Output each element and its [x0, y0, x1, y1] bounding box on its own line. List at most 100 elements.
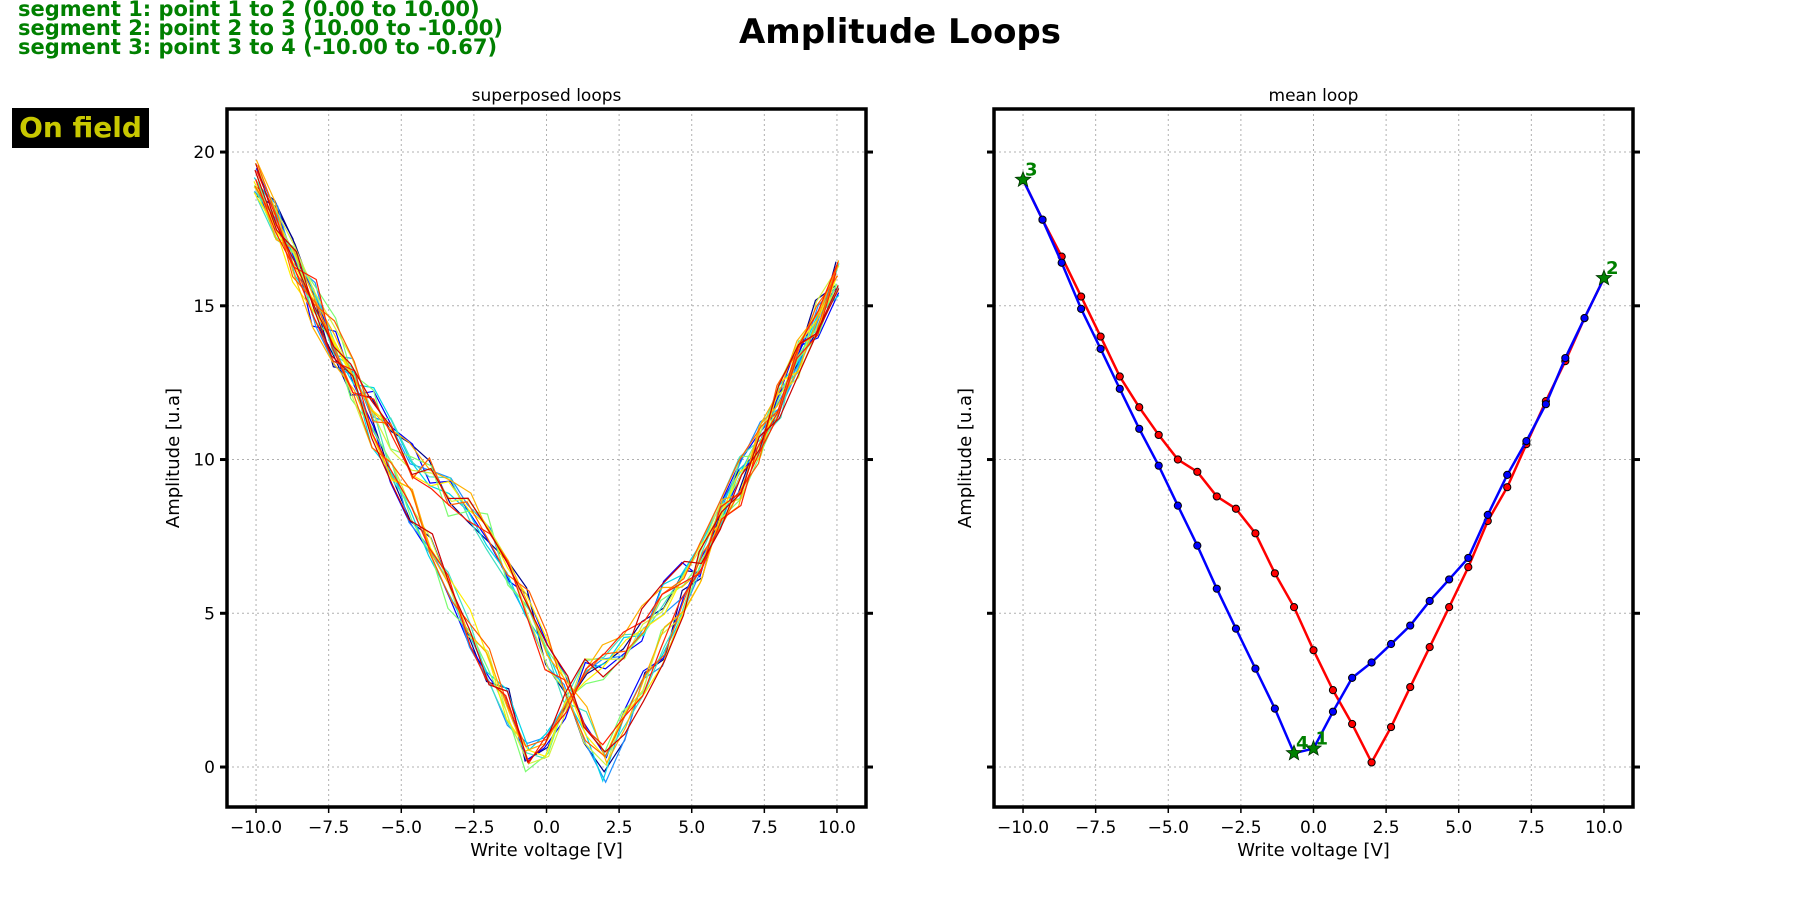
x-tick-label: 2.5 [1373, 818, 1400, 838]
segment-info: segment 1: point 1 to 2 (0.00 to 10.00) … [18, 0, 503, 59]
data-point [1445, 575, 1454, 584]
segment-2-text: segment 2: point 2 to 3 (10.00 to -10.00… [18, 16, 503, 40]
y-axis-label: Amplitude [u.a] [955, 388, 976, 528]
data-point [1367, 658, 1376, 667]
x-tick-label: 10.0 [818, 818, 856, 838]
data-point [1173, 501, 1182, 510]
loop-2-reverse [254, 186, 837, 762]
loop-12-reverse [254, 169, 839, 764]
data-point [1077, 304, 1086, 313]
point-marker-star [1595, 268, 1613, 286]
chart-panel-2: −10.0 −7.5 −5.0 −2.5 0.0 2.5 5.0 7.5 10.0 Write v… [955, 86, 1640, 861]
data-point [1309, 646, 1318, 655]
x-tick-label: −10.0 [997, 818, 1049, 838]
loop-10-forward [254, 185, 839, 758]
plot-area [253, 159, 840, 784]
x-axis-label: Write voltage [V] [470, 840, 623, 861]
data-point [1503, 470, 1512, 480]
loop-6-reverse [256, 176, 838, 773]
on-field-badge: On field [12, 108, 149, 148]
loop-12-forward [255, 163, 840, 753]
x-tick-label: 5.0 [678, 818, 705, 838]
data-point [1212, 584, 1221, 593]
data-point [1445, 603, 1454, 612]
data-point [1038, 215, 1047, 224]
data-point [1231, 624, 1241, 633]
data-point [1406, 621, 1415, 630]
data-point [1270, 569, 1279, 578]
point-marker-star [1014, 170, 1032, 188]
data-point [1464, 563, 1473, 572]
point-marker-label: 1 [1316, 729, 1329, 750]
point-marker-star [1285, 744, 1303, 761]
point-marker-label: 3 [1025, 160, 1038, 181]
data-point [1425, 596, 1434, 606]
segment-3-text: segment 3: point 3 to 4 (-10.00 to -0.67… [18, 35, 498, 59]
y-tick-label: 5 [204, 604, 215, 624]
data-point [1367, 758, 1376, 767]
data-point [1328, 707, 1338, 716]
data-point [1289, 603, 1299, 612]
data-point [1212, 492, 1221, 501]
figure-title: Amplitude Loops [738, 12, 1062, 52]
plot-frame [992, 107, 1635, 809]
x-tick-label: 0.0 [1300, 818, 1327, 838]
data-point [1503, 483, 1512, 492]
y-axis-label: Amplitude [u.a] [163, 388, 184, 528]
data-point [1096, 344, 1105, 353]
data-point [1328, 686, 1338, 695]
data-point [1154, 430, 1163, 440]
x-tick-label: −5.0 [1148, 818, 1189, 838]
data-point [1251, 529, 1260, 538]
x-axis-label: Write voltage [V] [1237, 840, 1390, 861]
plot-frame [225, 107, 868, 809]
x-tick-label: 5.0 [1445, 818, 1472, 838]
data-point [1115, 372, 1124, 381]
x-tick-label: 7.5 [751, 818, 778, 838]
data-point [1406, 682, 1415, 692]
panel-title: superposed loops [472, 86, 622, 106]
y-tick-label: 10 [193, 451, 215, 471]
x-tick-label: −2.5 [1220, 818, 1261, 838]
data-point [1464, 553, 1473, 563]
point-marker-label: 2 [1606, 258, 1619, 279]
data-point [1193, 467, 1202, 476]
x-tick-label: 2.5 [606, 818, 633, 838]
x-tick-label: −2.5 [453, 818, 494, 838]
y-tick-label: 0 [204, 758, 215, 778]
data-point [1386, 722, 1396, 732]
x-tick-label: −5.0 [381, 818, 422, 838]
data-point [1251, 664, 1260, 673]
loop-11-forward [255, 179, 839, 746]
data-point [1348, 719, 1357, 729]
y-tick-label: 15 [193, 297, 215, 317]
loop-4-reverse [253, 177, 840, 751]
x-tick-label: 0.0 [533, 818, 560, 838]
data-point [1154, 461, 1163, 470]
data-point [1483, 510, 1492, 519]
data-point [1386, 639, 1396, 649]
data-point [1135, 403, 1144, 412]
point-marker-star [1304, 739, 1323, 756]
chart-panel-1: −10.0 −7.5 −5.0 −2.5 0.0 2.5 5.0 7.5 10.0 0 5 10 15 2… [163, 86, 873, 861]
data-point [1135, 424, 1144, 433]
data-point [1425, 643, 1434, 652]
data-point [1193, 541, 1202, 550]
data-point [1057, 258, 1066, 267]
x-tick-label: −7.5 [1075, 818, 1116, 838]
x-tick-label: −7.5 [308, 818, 349, 838]
x-tick-label: −10.0 [230, 818, 282, 838]
data-point [1096, 332, 1105, 341]
x-tick-label: 10.0 [1585, 818, 1623, 838]
data-point [1561, 353, 1570, 363]
data-point [1077, 292, 1086, 301]
segment-1-text: segment 1: point 1 to 2 (0.00 to 10.00) [18, 0, 480, 21]
x-tick-label: 7.5 [1518, 818, 1545, 838]
data-point [1522, 436, 1531, 446]
data-point [1270, 704, 1279, 713]
point-marker-label: 4 [1296, 733, 1309, 754]
loop-4-forward [257, 194, 836, 783]
data-point [1580, 313, 1589, 323]
data-point [1348, 673, 1357, 682]
